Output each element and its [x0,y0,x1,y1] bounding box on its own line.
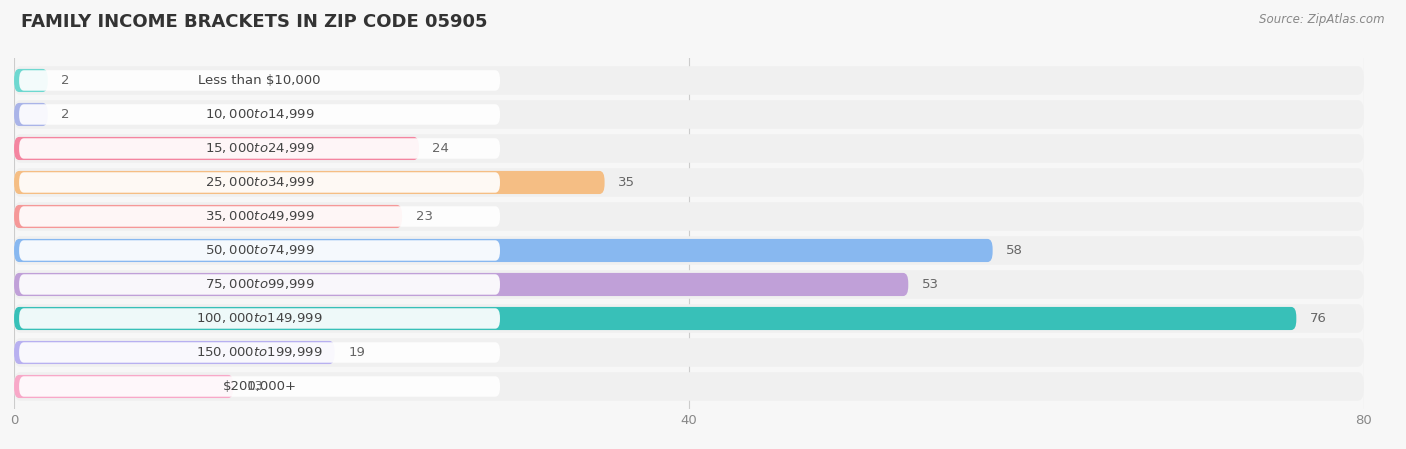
FancyBboxPatch shape [14,205,402,228]
Text: 58: 58 [1007,244,1024,257]
FancyBboxPatch shape [14,372,1364,401]
FancyBboxPatch shape [14,307,1296,330]
FancyBboxPatch shape [14,338,1364,367]
FancyBboxPatch shape [14,171,605,194]
Text: $25,000 to $34,999: $25,000 to $34,999 [205,176,315,189]
FancyBboxPatch shape [20,104,501,125]
FancyBboxPatch shape [14,341,335,364]
Text: $75,000 to $99,999: $75,000 to $99,999 [205,277,315,291]
Text: $150,000 to $199,999: $150,000 to $199,999 [197,345,323,360]
FancyBboxPatch shape [20,240,501,261]
Text: Less than $10,000: Less than $10,000 [198,74,321,87]
Text: 35: 35 [619,176,636,189]
FancyBboxPatch shape [14,270,1364,299]
Text: 19: 19 [349,346,366,359]
FancyBboxPatch shape [14,66,1364,95]
Text: 76: 76 [1310,312,1327,325]
FancyBboxPatch shape [20,138,501,158]
FancyBboxPatch shape [14,134,1364,163]
Text: $200,000+: $200,000+ [222,380,297,393]
FancyBboxPatch shape [20,308,501,329]
FancyBboxPatch shape [14,69,48,92]
Text: 2: 2 [62,74,70,87]
FancyBboxPatch shape [14,273,908,296]
FancyBboxPatch shape [14,202,1364,231]
FancyBboxPatch shape [20,206,501,227]
Text: 2: 2 [62,108,70,121]
Text: $50,000 to $74,999: $50,000 to $74,999 [205,243,315,257]
Text: 24: 24 [433,142,450,155]
FancyBboxPatch shape [14,103,48,126]
Text: 13: 13 [247,380,264,393]
FancyBboxPatch shape [14,304,1364,333]
Text: 53: 53 [922,278,939,291]
Text: 23: 23 [416,210,433,223]
Text: $100,000 to $149,999: $100,000 to $149,999 [197,312,323,326]
FancyBboxPatch shape [20,342,501,363]
FancyBboxPatch shape [14,375,233,398]
Text: Source: ZipAtlas.com: Source: ZipAtlas.com [1260,13,1385,26]
Text: $10,000 to $14,999: $10,000 to $14,999 [205,107,315,122]
FancyBboxPatch shape [20,70,501,91]
Text: $35,000 to $49,999: $35,000 to $49,999 [205,210,315,224]
Text: FAMILY INCOME BRACKETS IN ZIP CODE 05905: FAMILY INCOME BRACKETS IN ZIP CODE 05905 [21,13,488,31]
FancyBboxPatch shape [20,274,501,295]
Text: $15,000 to $24,999: $15,000 to $24,999 [205,141,315,155]
FancyBboxPatch shape [14,168,1364,197]
FancyBboxPatch shape [14,239,993,262]
FancyBboxPatch shape [14,100,1364,129]
FancyBboxPatch shape [20,376,501,396]
FancyBboxPatch shape [14,236,1364,265]
FancyBboxPatch shape [20,172,501,193]
FancyBboxPatch shape [14,137,419,160]
